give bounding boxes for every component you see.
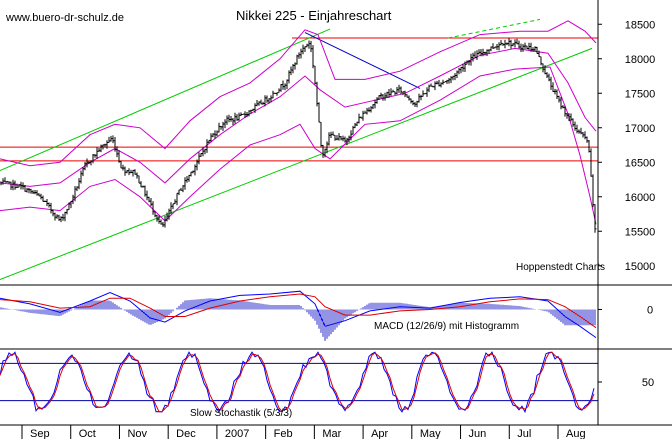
month-label-1: Oct [79,428,96,439]
price-tick-label-3: 16500 [625,157,656,169]
macd-signal-line [0,293,597,329]
price-tick-label-7: 18500 [625,19,656,31]
stochastic-panel [0,351,598,414]
price-tick-label-6: 18000 [625,54,656,66]
channel-upper-line [0,28,331,171]
chart-title: Nikkei 225 - Einjahreschart [236,8,392,23]
month-label-9: Jun [469,428,487,439]
channel-extension-line [447,18,541,39]
macd-label: MACD (12/26/9) mit Histogramm [374,321,519,332]
month-label-2: Nov [127,428,147,439]
price-tick-label-2: 16000 [625,192,656,204]
bollinger-upper-line [0,20,597,167]
price-tick-label-4: 17000 [625,123,656,135]
month-label-6: Mar [322,428,341,439]
month-label-3: Dec [176,428,196,439]
month-label-0: Sep [30,428,50,439]
month-label-10: Jul [517,428,531,439]
channel-lower-line [0,47,593,281]
macd-tick-label-0: 0 [647,304,653,316]
price-tick-label-5: 17500 [625,88,656,100]
macd-histogram [0,298,596,341]
bollinger-middle-line [0,47,597,187]
bollinger-lower-line [0,66,597,225]
credit-label: Hoppenstedt Charts [516,262,605,273]
stochastic-label: Slow Stochastik (5/3/3) [190,408,292,419]
website-label: www.buero-dr-schulz.de [5,12,124,24]
month-label-11: Aug [566,428,586,439]
stoch-k-line [0,351,595,414]
macd-macd-line [0,290,597,339]
downtrend-line [304,32,421,89]
month-label-5: Feb [274,428,293,439]
stoch-d-line [0,351,595,413]
price-panel [0,18,598,281]
month-label-4: 2007 [225,428,249,439]
month-label-8: May [420,428,441,439]
price-tick-label-0: 15000 [625,261,656,273]
month-label-7: Apr [371,428,388,439]
price-bars [0,37,597,233]
stoch-tick-label-0: 50 [642,377,654,389]
macd-panel [0,290,597,341]
price-tick-label-1: 15500 [625,226,656,238]
